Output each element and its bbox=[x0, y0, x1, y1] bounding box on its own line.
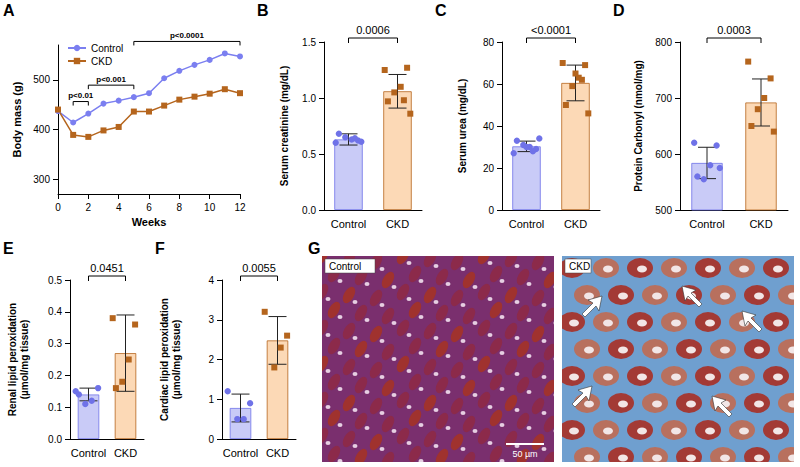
svg-text:0.3: 0.3 bbox=[48, 338, 62, 349]
svg-text:3: 3 bbox=[208, 314, 214, 325]
svg-text:2: 2 bbox=[208, 354, 214, 365]
svg-text:300: 300 bbox=[33, 174, 50, 185]
svg-text:E: E bbox=[3, 240, 14, 257]
svg-text:p<0.001: p<0.001 bbox=[96, 75, 126, 84]
svg-text:0.5: 0.5 bbox=[48, 275, 62, 286]
svg-text:800: 800 bbox=[655, 37, 672, 48]
svg-text:0.4: 0.4 bbox=[48, 306, 62, 317]
svg-text:40: 40 bbox=[483, 121, 495, 132]
svg-text:700: 700 bbox=[655, 93, 672, 104]
svg-text:600: 600 bbox=[655, 149, 672, 160]
svg-text:80: 80 bbox=[483, 37, 495, 48]
svg-text:CKD: CKD bbox=[114, 447, 137, 459]
svg-text:0.0055: 0.0055 bbox=[242, 262, 276, 274]
svg-text:0.0451: 0.0451 bbox=[90, 262, 124, 274]
svg-text:Cardiac lipid peroxidation: Cardiac lipid peroxidation bbox=[159, 298, 170, 421]
svg-text:Control: Control bbox=[71, 447, 106, 459]
svg-text:C: C bbox=[435, 2, 447, 19]
svg-text:4: 4 bbox=[208, 275, 214, 286]
svg-text:(µmol/mg tissue): (µmol/mg tissue) bbox=[19, 320, 30, 400]
svg-text:F: F bbox=[155, 240, 165, 257]
svg-text:B: B bbox=[257, 2, 269, 19]
svg-text:2: 2 bbox=[86, 202, 92, 213]
svg-text:Renal lipid peroxidation: Renal lipid peroxidation bbox=[7, 303, 18, 416]
svg-text:400: 400 bbox=[33, 124, 50, 135]
svg-text:Control: Control bbox=[509, 218, 544, 230]
svg-text:D: D bbox=[613, 2, 625, 19]
svg-text:CKD: CKD bbox=[564, 218, 587, 230]
svg-text:1.0: 1.0 bbox=[302, 93, 316, 104]
svg-text:Protein Carbonyl (nmol/mg): Protein Carbonyl (nmol/mg) bbox=[633, 60, 644, 192]
svg-text:50 µm: 50 µm bbox=[512, 449, 537, 459]
svg-text:6: 6 bbox=[146, 202, 152, 213]
svg-text:Weeks: Weeks bbox=[132, 216, 167, 228]
svg-text:Control: Control bbox=[91, 43, 123, 54]
svg-text:1: 1 bbox=[208, 394, 214, 405]
svg-text:0: 0 bbox=[208, 434, 214, 445]
svg-text:Serum urea (mg/dL): Serum urea (mg/dL) bbox=[457, 79, 468, 173]
svg-text:Control: Control bbox=[689, 218, 724, 230]
svg-text:0.1: 0.1 bbox=[48, 402, 62, 413]
svg-text:(µmol/mg tissue): (µmol/mg tissue) bbox=[171, 320, 182, 400]
svg-text:500: 500 bbox=[655, 205, 672, 216]
svg-text:0.0003: 0.0003 bbox=[717, 24, 751, 36]
svg-text:10: 10 bbox=[204, 202, 216, 213]
svg-text:8: 8 bbox=[177, 202, 183, 213]
svg-text:Control: Control bbox=[331, 218, 366, 230]
svg-text:0.0: 0.0 bbox=[302, 205, 316, 216]
svg-text:Control: Control bbox=[329, 261, 361, 272]
svg-text:4: 4 bbox=[116, 202, 122, 213]
svg-text:Control: Control bbox=[223, 447, 258, 459]
svg-text:12: 12 bbox=[234, 202, 246, 213]
svg-text:0: 0 bbox=[55, 202, 61, 213]
svg-text:0.0006: 0.0006 bbox=[356, 24, 390, 36]
svg-text:<0.0001: <0.0001 bbox=[531, 24, 571, 36]
svg-text:CKD: CKD bbox=[749, 218, 772, 230]
svg-text:60: 60 bbox=[483, 79, 495, 90]
svg-text:CKD: CKD bbox=[386, 218, 409, 230]
svg-text:Body mass (g): Body mass (g) bbox=[11, 81, 23, 157]
svg-text:G: G bbox=[308, 240, 320, 257]
svg-text:CKD: CKD bbox=[91, 56, 112, 67]
svg-text:500: 500 bbox=[33, 74, 50, 85]
svg-text:0: 0 bbox=[488, 205, 494, 216]
svg-text:A: A bbox=[3, 2, 15, 19]
svg-text:CKD: CKD bbox=[266, 447, 289, 459]
svg-text:p<0.01: p<0.01 bbox=[68, 91, 94, 100]
svg-text:p<0.0001: p<0.0001 bbox=[170, 31, 205, 40]
svg-text:0.5: 0.5 bbox=[302, 149, 316, 160]
svg-text:Serum creatinine (mg/dL): Serum creatinine (mg/dL) bbox=[279, 66, 290, 187]
svg-text:1.5: 1.5 bbox=[302, 37, 316, 48]
svg-text:0.0: 0.0 bbox=[48, 434, 62, 445]
svg-text:20: 20 bbox=[483, 163, 495, 174]
svg-text:0.2: 0.2 bbox=[48, 370, 62, 381]
svg-text:CKD: CKD bbox=[569, 261, 590, 272]
